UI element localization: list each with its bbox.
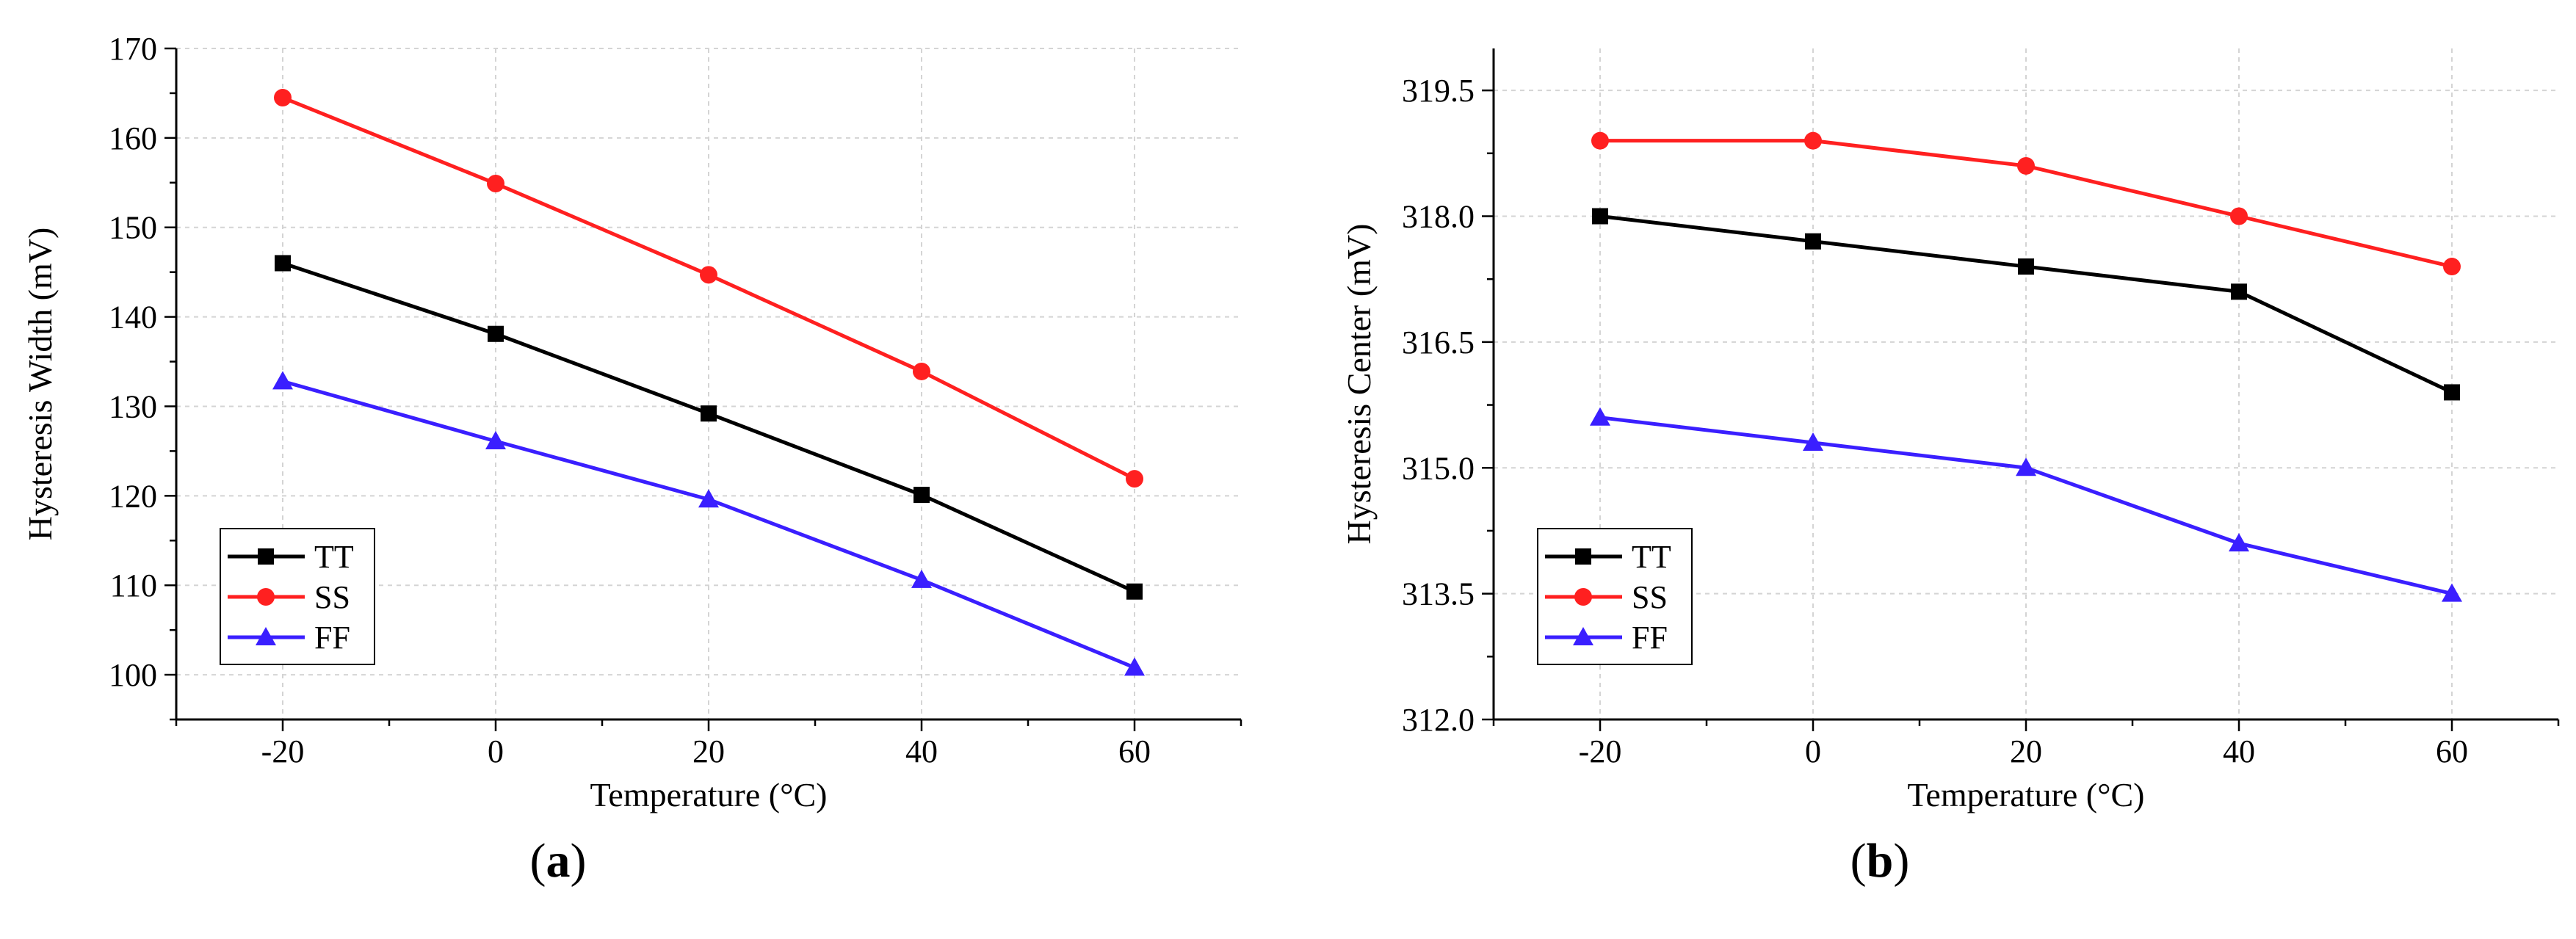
legend-label-ff: FF xyxy=(1632,620,1668,656)
data-point-tt xyxy=(1805,233,1821,250)
legend-label-tt: TT xyxy=(1632,539,1671,575)
caption-a-letter: a xyxy=(546,834,571,888)
data-point-ss xyxy=(274,89,292,107)
data-point-ss xyxy=(2017,156,2035,175)
data-point-ff xyxy=(698,489,719,508)
y-tick-label: 316.5 xyxy=(1402,325,1475,360)
legend-label-tt: TT xyxy=(314,539,354,575)
data-point-tt xyxy=(701,405,717,422)
data-point-tt xyxy=(913,487,930,504)
x-tick-label: 20 xyxy=(2010,733,2042,769)
series-tt xyxy=(275,255,1143,600)
y-tick-label: 170 xyxy=(109,31,157,67)
legend-marker-ff xyxy=(256,627,276,645)
series-ff xyxy=(1590,407,2462,602)
x-tick-label: 40 xyxy=(2223,733,2255,769)
chart-a-svg: -20 0 20 40 60 100 110 120 130 140 150 160 170 Temper… xyxy=(21,31,1242,813)
data-point-tt xyxy=(2444,384,2460,401)
x-tick-label: 0 xyxy=(488,733,504,769)
series-tt xyxy=(1592,208,2460,401)
caption-b-letter: b xyxy=(1866,834,1894,888)
data-point-ss xyxy=(700,266,717,284)
y-tick-label: 160 xyxy=(109,120,157,156)
y-tick-label: 110 xyxy=(110,568,157,603)
caption-a: (a) xyxy=(529,834,587,888)
data-point-tt xyxy=(2018,258,2034,275)
y-tick-label: 315.0 xyxy=(1402,450,1475,486)
data-point-ss xyxy=(1126,470,1143,488)
chart-panel-a: -20 0 20 40 60 100 110 120 130 140 150 160 170 Temper… xyxy=(21,31,1242,888)
legend-label-ss: SS xyxy=(314,579,350,615)
y-tick-label: 150 xyxy=(109,210,157,246)
data-point-ff xyxy=(272,371,293,390)
data-point-ff xyxy=(2442,583,2462,602)
x-tick-label: 20 xyxy=(692,733,725,769)
y-axis-title: Hysteresis Width (mV) xyxy=(21,228,59,541)
data-point-ss xyxy=(2443,258,2461,276)
caption-b: (b) xyxy=(1850,834,1910,888)
y-tick-label: 313.5 xyxy=(1402,576,1475,612)
legend-label-ff: FF xyxy=(314,620,350,656)
data-point-ff xyxy=(2229,533,2249,552)
y-tick-label: 120 xyxy=(109,478,157,514)
legend-marker-ff xyxy=(1573,627,1593,645)
y-tick-label: 319.5 xyxy=(1402,73,1475,109)
x-axis-title: Temperature (°C) xyxy=(1908,776,2145,813)
data-point-ff xyxy=(1124,657,1145,676)
x-tick-label: 60 xyxy=(2436,733,2468,769)
data-point-tt xyxy=(488,325,504,342)
data-point-ss xyxy=(913,362,930,380)
x-tick-label: 60 xyxy=(1118,733,1151,769)
data-point-ss xyxy=(1804,131,1822,150)
series-ss xyxy=(1591,131,2461,276)
y-tick-label: 100 xyxy=(109,657,157,693)
series-line-ff xyxy=(1599,416,2453,596)
y-tick-label: 140 xyxy=(109,300,157,336)
x-axis-title: Temperature (°C) xyxy=(590,776,828,813)
data-point-ss xyxy=(487,175,504,193)
data-point-tt xyxy=(1126,583,1143,600)
series-ff xyxy=(272,371,1145,676)
y-tick-label: 312.0 xyxy=(1402,702,1475,738)
legend: TT SS FF xyxy=(220,528,375,665)
legend-label-ss: SS xyxy=(1632,579,1668,615)
data-point-ff xyxy=(1590,407,1610,426)
data-point-ss xyxy=(2230,207,2248,225)
legend-marker-tt xyxy=(1575,548,1591,565)
y-axis-title: Hysteresis Center (mV) xyxy=(1340,224,1378,545)
legend-marker-ss xyxy=(257,588,275,606)
data-point-tt xyxy=(2231,283,2247,300)
x-tick-label: -20 xyxy=(1579,733,1622,769)
data-point-ss xyxy=(1591,131,1609,150)
x-tick-label: 0 xyxy=(1805,733,1821,769)
data-point-ff xyxy=(911,569,932,588)
legend: TT SS FF xyxy=(1537,528,1693,665)
y-tick-label: 130 xyxy=(109,388,157,424)
chart-b-svg: -20 0 20 40 60 312.0 313.5 315.0 316.5 318.0 319.5… xyxy=(1340,48,2560,813)
series-ss xyxy=(274,89,1143,488)
data-point-tt xyxy=(1592,208,1608,225)
chart-panel-b: -20 0 20 40 60 312.0 313.5 315.0 316.5 318.0 319.5… xyxy=(1288,0,2576,939)
x-tick-label: 40 xyxy=(905,733,938,769)
data-point-tt xyxy=(275,255,291,272)
x-tick-label: -20 xyxy=(261,733,305,769)
legend-marker-ss xyxy=(1574,588,1592,606)
legend-marker-tt xyxy=(258,548,274,565)
y-tick-label: 318.0 xyxy=(1402,199,1475,235)
data-point-ff xyxy=(1803,432,1823,451)
data-point-ff xyxy=(2016,457,2036,476)
data-point-ff xyxy=(485,430,506,449)
